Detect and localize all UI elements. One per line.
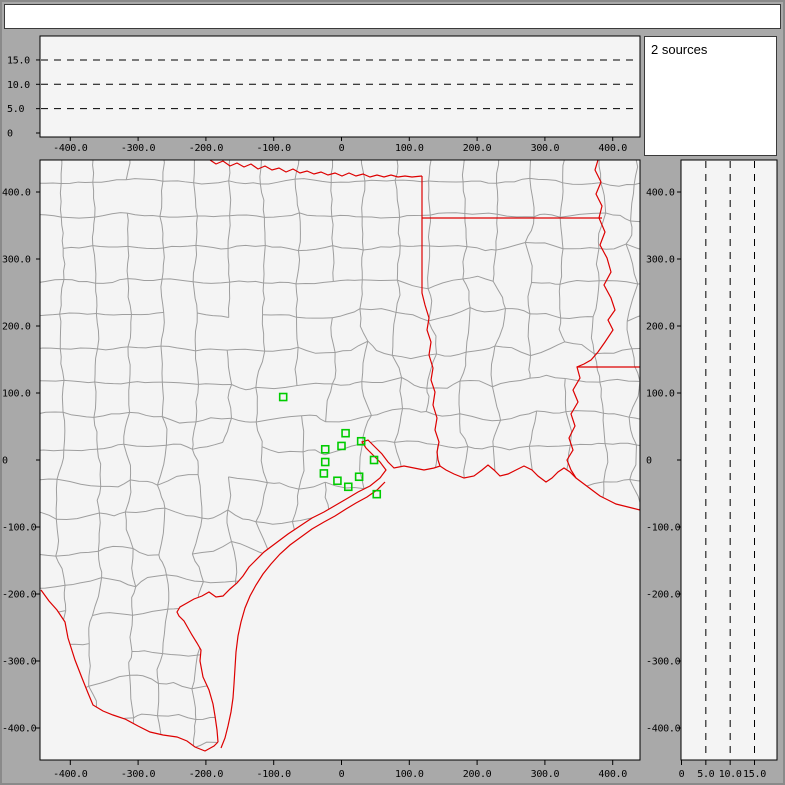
y-tick-label: 400.0 (646, 188, 675, 199)
y-tick-label: -300.0 (2, 657, 37, 668)
y-tick-label: 0 (646, 456, 652, 467)
x-tick-label: 400.0 (598, 769, 627, 780)
y-tick-label: -400.0 (2, 724, 37, 735)
x-tick-label: 5.0 (697, 769, 714, 780)
lma-station-marker (372, 489, 382, 499)
rio-grande-border (40, 589, 219, 752)
x-tick-label: 0 (339, 769, 345, 780)
lma-station-marker (341, 428, 350, 438)
x-tick-label: -400.0 (53, 143, 88, 154)
lma-station-marker (278, 392, 288, 402)
y-tick-label: 100.0 (646, 389, 675, 400)
x-tick-label: 200.0 (463, 143, 492, 154)
y-tick-label: 100.0 (2, 389, 31, 400)
x-tick-label: 15.0 (743, 769, 766, 780)
lma-station-marker (319, 469, 329, 478)
state-borders-layer (40, 160, 640, 752)
mississippi-river (566, 160, 616, 479)
lma-station-marker (333, 476, 342, 486)
x-tick-label: 100.0 (395, 769, 424, 780)
sources-count-label: 2 sources (651, 42, 708, 57)
lma-station-marker (356, 436, 366, 446)
altitude-ns-plot[interactable]: 400.0 300.0 200.0 100.0 0 -100.0 -200.0 -300.0 -… (645, 155, 785, 785)
lma-station-marker (343, 482, 353, 492)
x-tick-label: -200.0 (189, 769, 224, 780)
y-tick-label: 200.0 (646, 322, 675, 333)
y-tick-label: -200.0 (646, 590, 681, 601)
x-tick-label: -200.0 (189, 143, 224, 154)
lma-station-marker (320, 444, 330, 454)
map-layers (40, 160, 640, 760)
title-bar: Houston Lightning Mapping Array 1400-150… (4, 4, 781, 29)
y-tick-label: 15.0 (7, 55, 30, 66)
altitude-vs-eastwest-panel[interactable]: 0 5.0 10.0 15.0 -400.0 -300.0 -200.0 -100.0 0 100… (0, 30, 660, 155)
y-tick-label: -100.0 (2, 523, 37, 534)
barrier-island (220, 481, 386, 749)
y-tick-label: 300.0 (646, 255, 675, 266)
lma-stations-layer (278, 392, 382, 499)
x-tick-label: -300.0 (121, 769, 156, 780)
x-tick-label: 0 (339, 143, 345, 154)
y-tick-label: 10.0 (7, 80, 30, 91)
y-tick-label: 300.0 (2, 255, 31, 266)
texas-louisiana-border (421, 176, 441, 467)
lma-station-marker (337, 441, 346, 451)
x-tick-label: -100.0 (257, 143, 292, 154)
x-tick-label: 200.0 (463, 769, 492, 780)
plot-area[interactable] (39, 35, 641, 138)
lma-station-marker (354, 472, 364, 482)
y-tick-label: 5.0 (7, 104, 24, 115)
lma-station-marker (369, 455, 379, 465)
y-tick-label: -100.0 (646, 523, 681, 534)
y-tick-label: 200.0 (2, 322, 31, 333)
x-tick-label: 300.0 (531, 769, 560, 780)
x-tick-label: 10.0 (719, 769, 742, 780)
y-tick-label: 400.0 (2, 188, 31, 199)
altitude-vs-northsouth-panel[interactable]: 400.0 300.0 200.0 100.0 0 -100.0 -200.0 -300.0 -… (645, 155, 785, 785)
plot-area[interactable] (680, 159, 778, 761)
x-tick-label: 400.0 (598, 143, 627, 154)
gulf-coastline (176, 439, 640, 743)
x-tick-label: -400.0 (53, 769, 88, 780)
plan-view-map-plot[interactable]: 400.0 300.0 200.0 100.0 0 -100.0 -200.0 -300.0 -… (0, 155, 660, 785)
altitude-ew-plot[interactable]: 0 5.0 10.0 15.0 -400.0 -300.0 -200.0 -100.0 0 100… (0, 30, 660, 155)
sources-panel: 2 sources (644, 36, 777, 156)
y-tick-label: 0 (2, 456, 8, 467)
lma-station-marker (320, 457, 330, 467)
y-tick-label: 0 (7, 129, 13, 140)
gulf-and-mexico-mask (40, 440, 640, 760)
y-tick-label: -400.0 (646, 724, 681, 735)
x-tick-label: 0 (679, 769, 685, 780)
y-tick-label: -200.0 (2, 590, 37, 601)
x-tick-label: 100.0 (395, 143, 424, 154)
texas-oklahoma-border (209, 160, 423, 178)
plan-view-map-panel[interactable]: 400.0 300.0 200.0 100.0 0 -100.0 -200.0 -300.0 -… (0, 155, 660, 785)
x-tick-label: -300.0 (121, 143, 156, 154)
x-tick-label: -100.0 (257, 769, 292, 780)
x-tick-label: 300.0 (531, 143, 560, 154)
y-tick-label: -300.0 (646, 657, 681, 668)
